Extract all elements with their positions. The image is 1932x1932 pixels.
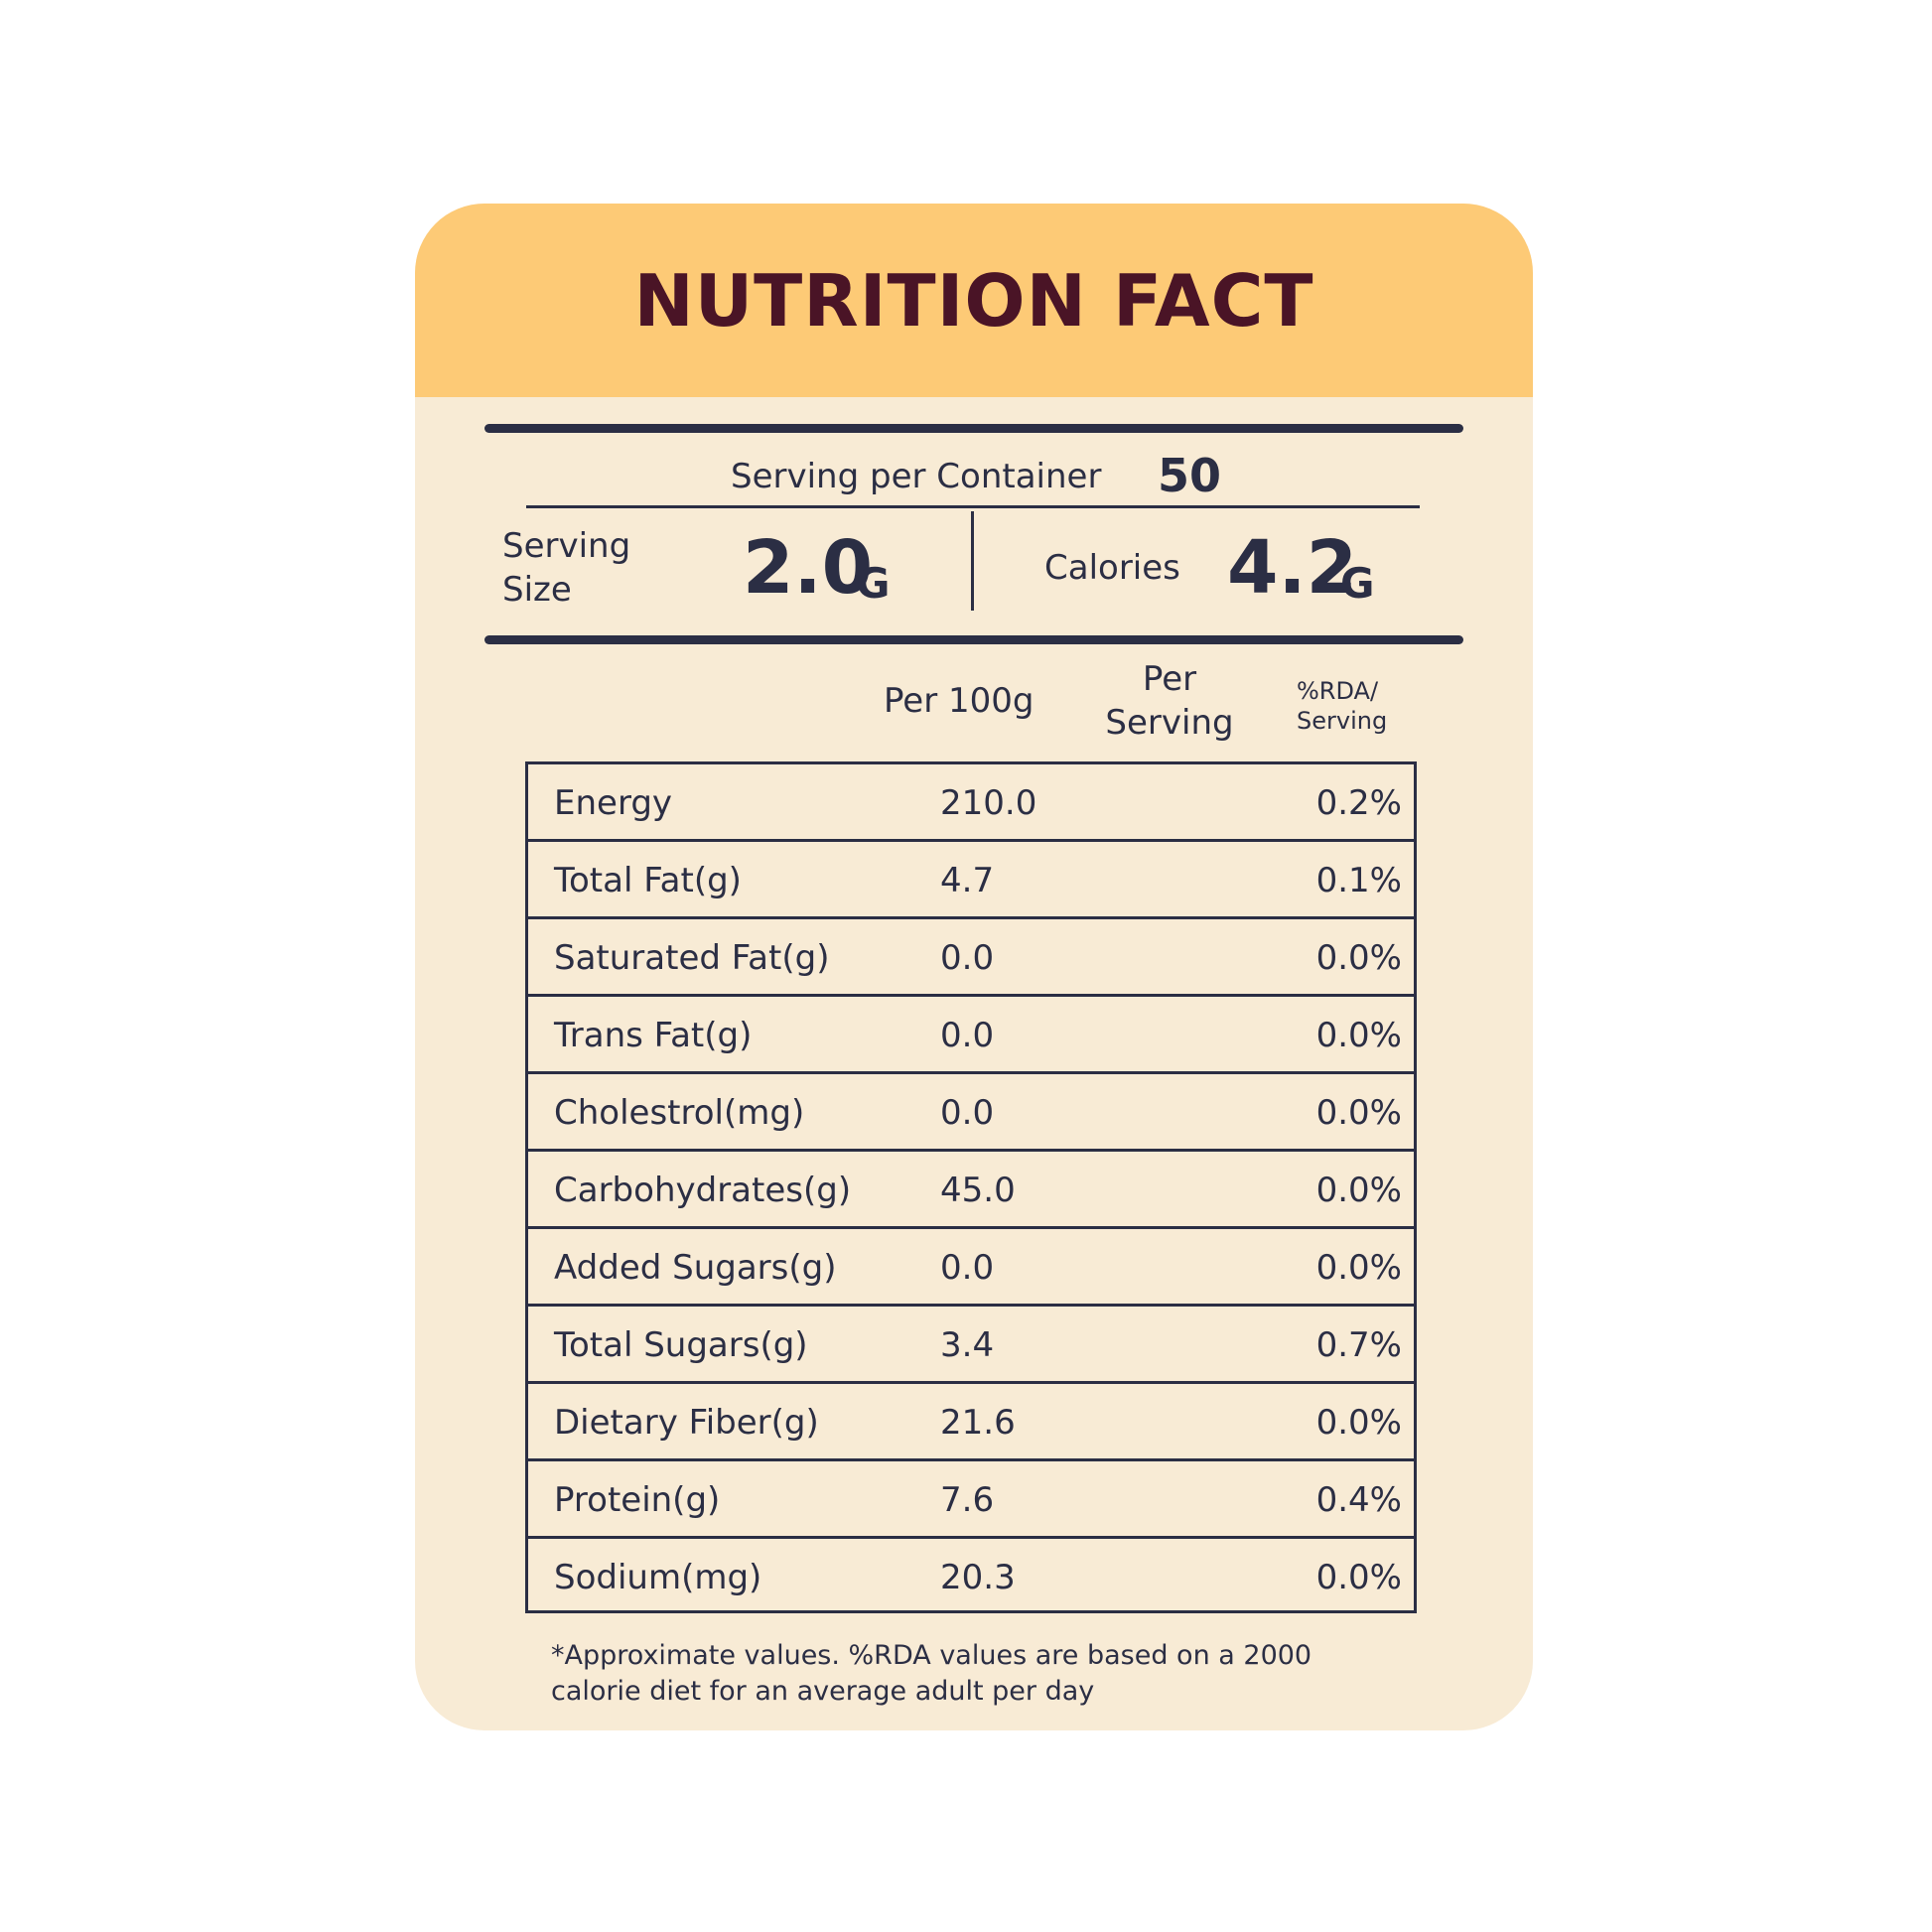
table-row: Total Sugars(g) 3.4 0.7% bbox=[528, 1307, 1414, 1384]
nutrient-per100: 45.0 bbox=[940, 1171, 1016, 1210]
nutrient-rda: 0.4% bbox=[1315, 1480, 1402, 1520]
nutrient-per100: 20.3 bbox=[940, 1558, 1016, 1597]
nutrient-name: Carbohydrates(g) bbox=[554, 1171, 852, 1210]
nutrient-per100: 0.0 bbox=[940, 938, 995, 978]
nutrient-rda: 0.0% bbox=[1315, 1093, 1402, 1133]
nutrient-rda: 0.7% bbox=[1315, 1325, 1402, 1365]
nutrition-card: NUTRITION FACT Serving per Container 50 … bbox=[415, 204, 1533, 1730]
table-row: Dietary Fiber(g) 21.6 0.0% bbox=[528, 1384, 1414, 1461]
nutrition-table: Energy 210.0 0.2% Total Fat(g) 4.7 0.1% Satura… bbox=[525, 761, 1417, 1613]
nutrient-name: Cholestrol(mg) bbox=[554, 1093, 805, 1133]
col-per100: Per 100g bbox=[884, 681, 1035, 721]
nutrient-per100: 3.4 bbox=[940, 1325, 995, 1365]
nutrient-rda: 0.0% bbox=[1315, 1171, 1402, 1210]
nutrient-per100: 21.6 bbox=[940, 1403, 1016, 1443]
page-title: NUTRITION FACT bbox=[633, 259, 1314, 343]
nutrient-rda: 0.1% bbox=[1315, 861, 1402, 900]
nutrient-name: Added Sugars(g) bbox=[554, 1248, 837, 1288]
nutrient-per100: 4.7 bbox=[940, 861, 995, 900]
table-row: Protein(g) 7.6 0.4% bbox=[528, 1461, 1414, 1539]
table-row: Carbohydrates(g) 45.0 0.0% bbox=[528, 1152, 1414, 1229]
nutrient-name: Trans Fat(g) bbox=[554, 1016, 753, 1055]
nutrient-rda: 0.0% bbox=[1315, 1403, 1402, 1443]
col-per-serving-line1: Per bbox=[1142, 659, 1197, 699]
nutrient-name: Total Fat(g) bbox=[554, 861, 742, 900]
nutrient-per100: 0.0 bbox=[940, 1093, 995, 1133]
table-row: Cholestrol(mg) 0.0 0.0% bbox=[528, 1074, 1414, 1152]
nutrient-rda: 0.0% bbox=[1315, 1016, 1402, 1055]
mid-divider bbox=[484, 635, 1463, 644]
table-row: Saturated Fat(g) 0.0 0.0% bbox=[528, 919, 1414, 997]
nutrient-name: Sodium(mg) bbox=[554, 1558, 762, 1597]
table-row: Added Sugars(g) 0.0 0.0% bbox=[528, 1229, 1414, 1307]
nutrient-per100: 7.6 bbox=[940, 1480, 995, 1520]
card-header: NUTRITION FACT bbox=[415, 204, 1533, 397]
nutrient-name: Dietary Fiber(g) bbox=[554, 1403, 819, 1443]
nutrient-rda: 0.0% bbox=[1315, 938, 1402, 978]
nutrient-per100: 0.0 bbox=[940, 1016, 995, 1055]
footnote-line2: calorie diet for an average adult per da… bbox=[551, 1676, 1095, 1707]
nutrient-per100: 210.0 bbox=[940, 783, 1037, 823]
nutrient-name: Saturated Fat(g) bbox=[554, 938, 830, 978]
servings-label: Serving per Container bbox=[731, 457, 1102, 496]
table-row: Trans Fat(g) 0.0 0.0% bbox=[528, 997, 1414, 1074]
nutrient-name: Protein(g) bbox=[554, 1480, 721, 1520]
top-divider bbox=[484, 424, 1463, 433]
nutrient-rda: 0.0% bbox=[1315, 1558, 1402, 1597]
servings-value: 50 bbox=[1158, 449, 1222, 502]
nutrient-name: Energy bbox=[554, 783, 673, 823]
col-rda-line1: %RDA/ bbox=[1297, 677, 1379, 705]
serving-size-value: 2.0 bbox=[743, 525, 874, 611]
nutrient-name: Total Sugars(g) bbox=[554, 1325, 808, 1365]
serving-size-unit: G bbox=[856, 559, 891, 608]
col-per-serving-line2: Serving bbox=[1105, 703, 1234, 743]
servings-divider bbox=[526, 505, 1420, 508]
footnote-line1: *Approximate values. %RDA values are bas… bbox=[551, 1640, 1312, 1671]
footnote: *Approximate values. %RDA values are bas… bbox=[551, 1638, 1311, 1710]
table-row: Sodium(mg) 20.3 0.0% bbox=[528, 1539, 1414, 1616]
nutrient-rda: 0.2% bbox=[1315, 783, 1402, 823]
table-row: Total Fat(g) 4.7 0.1% bbox=[528, 842, 1414, 919]
calories-value: 4.2 bbox=[1227, 525, 1358, 611]
serving-size-label-line1: Serving bbox=[502, 526, 631, 566]
nutrient-rda: 0.0% bbox=[1315, 1248, 1402, 1288]
serving-calories-divider bbox=[971, 511, 974, 611]
calories-label: Calories bbox=[1044, 548, 1180, 588]
col-rda-line2: Serving bbox=[1297, 707, 1388, 735]
nutrient-per100: 0.0 bbox=[940, 1248, 995, 1288]
calories-unit: G bbox=[1340, 559, 1375, 608]
serving-size-label-line2: Size bbox=[502, 570, 572, 610]
table-row: Energy 210.0 0.2% bbox=[528, 764, 1414, 842]
